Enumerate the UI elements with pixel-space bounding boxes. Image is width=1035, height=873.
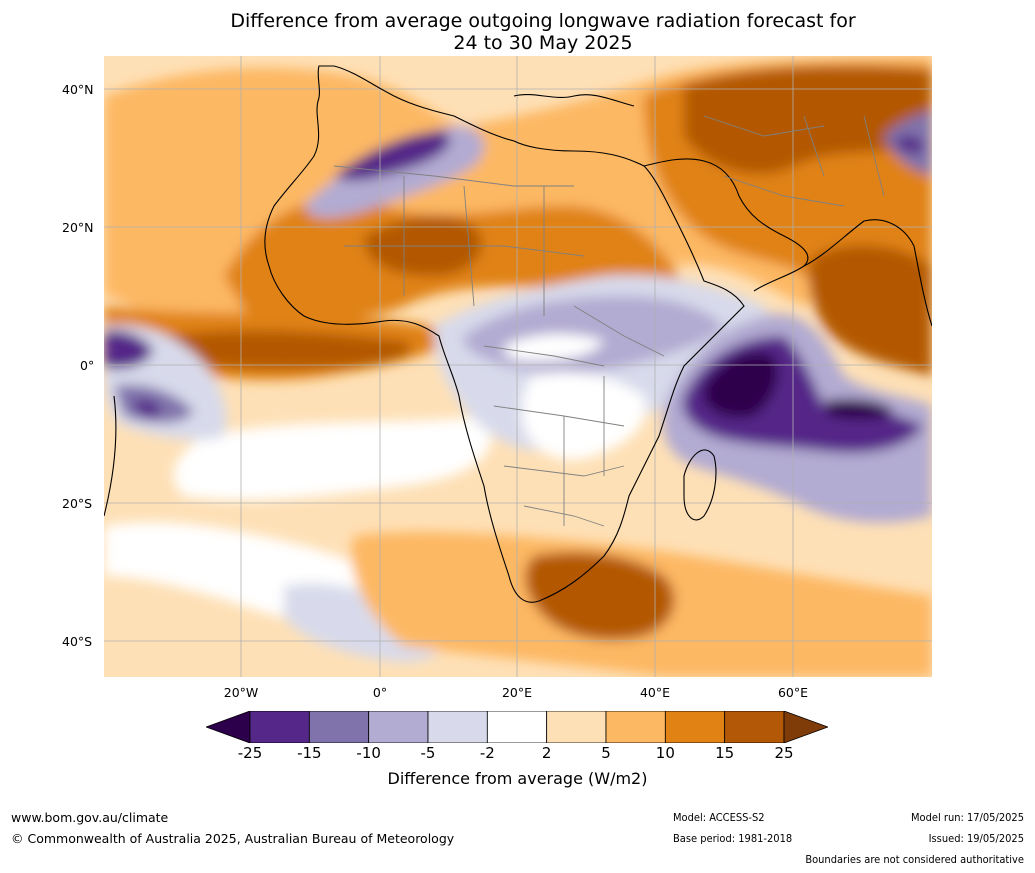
lat-label-equator: 0° (80, 358, 95, 373)
footer-website: www.bom.gov.au/climate (11, 810, 169, 825)
colorbar-tick-label: -25 (237, 744, 263, 762)
graticule (104, 56, 932, 677)
colorbar-cell (486, 711, 548, 743)
lat-label-20s: 20°S (62, 496, 93, 511)
title-line-1: Difference from average outgoing longwav… (230, 10, 856, 32)
olr-anomaly-map (104, 56, 932, 677)
colorbar-cell (664, 711, 726, 743)
colorbar-cell (368, 711, 429, 743)
colorbar-tick-label: 15 (715, 744, 735, 762)
country-borders (333, 115, 885, 527)
footer-base-period: Base period: 1981-2018 (673, 832, 793, 845)
lon-label-60e: 60°E (777, 685, 809, 700)
title-line-2: 24 to 30 May 2025 (453, 32, 633, 54)
colorbar-extend-high (783, 711, 828, 743)
footer-model: Model: ACCESS-S2 (673, 811, 765, 824)
chart-title: Difference from average outgoing longwav… (0, 10, 1035, 54)
colorbar-cell (605, 711, 666, 743)
colorbar-tick-label: -5 (420, 744, 436, 762)
footer-disclaimer: Boundaries are not considered authoritat… (805, 853, 1024, 866)
lat-label-40n: 40°N (62, 82, 94, 97)
lon-label-0: 0° (372, 685, 388, 700)
colorbar-tick-label: 25 (774, 744, 794, 762)
colorbar-tick-label: -10 (356, 744, 381, 762)
colorbar-label: Difference from average (W/m2) (387, 769, 648, 788)
coastlines (104, 65, 932, 603)
colorbar-tick-label: -15 (297, 744, 322, 762)
footer-copyright: © Commonwealth of Australia 2025, Austra… (11, 831, 455, 846)
colorbar-cell (308, 711, 370, 743)
colorbar-extend-low (206, 711, 251, 743)
colorbar-cell (249, 711, 310, 743)
colorbar-cell (546, 711, 607, 743)
footer-issued: Issued: 19/05/2025 (928, 832, 1024, 845)
lon-label-20w: 20°W (223, 685, 259, 700)
footer-model-run: Model run: 17/05/2025 (911, 811, 1024, 824)
colorbar-tick-label: 2 (541, 744, 552, 762)
colorbar-tick-label: 10 (655, 744, 675, 762)
lon-label-40e: 40°E (639, 685, 671, 700)
colorbar-cell (427, 711, 488, 743)
colorbar-cell (724, 711, 785, 743)
colorbar-tick-label: 5 (601, 744, 611, 762)
lon-label-20e: 20°E (501, 685, 533, 700)
lat-label-20n: 20°N (62, 220, 94, 235)
colorbar-cells (206, 711, 828, 743)
map-canvas (104, 56, 932, 677)
lat-label-40s: 40°S (62, 634, 93, 649)
colorbar (206, 711, 828, 743)
colorbar-tick-label: -2 (479, 744, 495, 762)
